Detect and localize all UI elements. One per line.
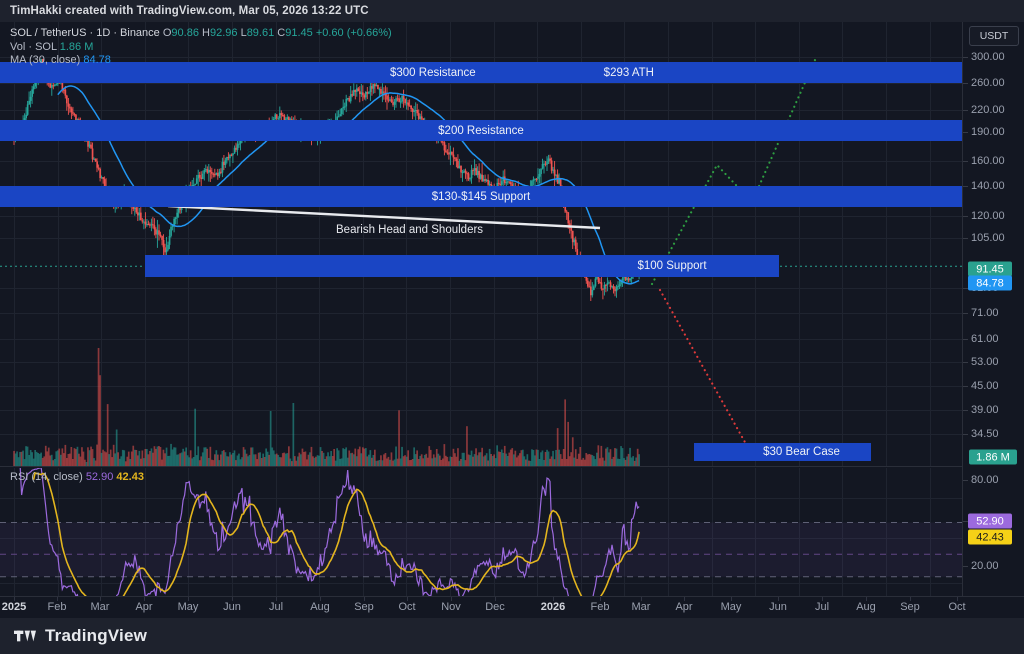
rsi-ma-line xyxy=(32,472,640,596)
chart-canvas[interactable]: $300 Resistance $293 ATH $200 Resistance… xyxy=(0,22,1024,596)
time-tick: Jul xyxy=(814,601,830,613)
legend-symbol: SOL / TetherUS · 1D · Binance xyxy=(10,27,160,39)
time-tick: Sep xyxy=(354,601,374,613)
legend-change: +0.60 (+0.66%) xyxy=(315,27,392,39)
legend-h-label: H xyxy=(202,27,210,39)
time-tick: Aug xyxy=(856,601,876,613)
time-tick: 2025 xyxy=(1,601,27,613)
tradingview-logo[interactable]: TradingView xyxy=(14,626,147,646)
time-tick: Mar xyxy=(631,601,651,613)
rsi-line xyxy=(19,468,640,596)
time-tick: May xyxy=(720,601,742,613)
time-tick: Apr xyxy=(675,601,693,613)
watermark-text: TimHakki created with TradingView.com, M… xyxy=(10,5,369,17)
watermark-bar: TimHakki created with TradingView.com, M… xyxy=(0,0,1024,22)
zone-30-bear-case: $30 Bear Case xyxy=(694,443,871,461)
zone-300-resistance: $300 Resistance $293 ATH xyxy=(0,62,962,83)
currency-unit-button[interactable]: USDT xyxy=(969,26,1019,46)
price-tick: 260.00 xyxy=(971,77,1005,89)
rsi-legend-value: 52.90 xyxy=(85,471,114,483)
rsi-tick: 20.00 xyxy=(971,560,999,572)
volume-legend-label: Vol · SOL xyxy=(10,40,57,53)
price-tick: 45.00 xyxy=(971,380,999,392)
price-badge-volume[interactable]: 1.86 M xyxy=(969,449,1017,465)
volume-legend-value: 1.86 M xyxy=(59,40,94,53)
price-tick: 34.50 xyxy=(971,428,999,440)
head-shoulders-label: Bearish Head and Shoulders xyxy=(336,224,484,236)
price-pane[interactable]: $300 Resistance $293 ATH $200 Resistance… xyxy=(0,22,962,466)
time-tick: 2026 xyxy=(540,601,566,613)
legend-o: 90.86 xyxy=(171,27,199,39)
price-badge-rsi-ma[interactable]: 42.43 xyxy=(968,529,1012,545)
neckline xyxy=(167,204,601,230)
rsi-band xyxy=(0,522,962,577)
time-tick: Aug xyxy=(310,601,330,613)
symbol-legend[interactable]: SOL / TetherUS · 1D · Binance O90.86 H92… xyxy=(10,27,392,41)
price-tick: 61.00 xyxy=(971,333,999,345)
price-badge-last-price[interactable]: 91.45 xyxy=(968,261,1012,277)
time-axis[interactable]: 2025 Feb Mar Apr May Jun Jul Aug Sep Oct Nov Dec 202… xyxy=(0,596,1024,619)
time-tick: Oct xyxy=(948,601,966,613)
footer: TradingView xyxy=(0,618,1024,654)
time-tick: Jun xyxy=(769,601,787,613)
time-tick: May xyxy=(177,601,199,613)
pane-divider xyxy=(0,466,962,467)
rsi-series-layer xyxy=(0,468,962,596)
zone-200-label: $200 Resistance xyxy=(438,124,524,137)
rsi-pane[interactable]: RSI (14, close) 52.90 42.43 xyxy=(0,468,962,596)
time-tick: Oct xyxy=(398,601,416,613)
rsi-legend-label: RSI (14, close) xyxy=(10,471,83,483)
time-tick: Feb xyxy=(590,601,610,613)
ma-legend-label: MA (30, close) xyxy=(10,54,81,66)
ma-legend-value: 84.78 xyxy=(83,54,111,66)
price-tick: 220.00 xyxy=(971,104,1005,116)
price-tick: 140.00 xyxy=(971,180,1005,192)
time-tick: Dec xyxy=(485,601,505,613)
time-tick: Jun xyxy=(223,601,241,613)
legend-h: 92.96 xyxy=(209,27,238,39)
price-tick: 190.00 xyxy=(971,126,1005,138)
legend-o-label: O xyxy=(162,27,172,39)
legend-c: 91.45 xyxy=(285,27,313,39)
bear-case-label: $30 Bear Case xyxy=(763,446,840,458)
time-tick: Feb xyxy=(47,601,67,613)
time-tick: Mar xyxy=(90,601,110,613)
price-badge-ma-value[interactable]: 84.78 xyxy=(968,275,1012,291)
rsi-ma-legend-value: 42.43 xyxy=(116,471,144,483)
zone-200-resistance: $200 Resistance xyxy=(0,120,962,141)
time-tick: Apr xyxy=(135,601,153,613)
price-tick: 120.00 xyxy=(971,210,1005,222)
zone-130-145-support: $130-$145 Support xyxy=(0,186,962,207)
zone-100-support: $100 Support xyxy=(145,255,779,277)
tradingview-mark-icon xyxy=(14,630,36,642)
time-tick: Nov xyxy=(441,601,461,613)
price-tick: 160.00 xyxy=(971,155,1005,167)
volume-legend[interactable]: Vol · SOL 1.86 M xyxy=(10,41,93,55)
legend-c-label: C xyxy=(277,27,286,39)
ma-legend[interactable]: MA (30, close) 84.78 xyxy=(10,54,111,68)
rsi-tick: 80.00 xyxy=(971,474,999,486)
zone-130-145-label: $130-$145 Support xyxy=(431,190,531,203)
price-tick: 39.00 xyxy=(971,404,999,416)
time-tick: Jul xyxy=(268,601,284,613)
legend-l: 89.61 xyxy=(246,27,275,39)
zone-100-label: $100 Support xyxy=(637,260,707,272)
bull-case-forecast xyxy=(650,58,817,286)
price-tick: 71.00 xyxy=(971,307,999,319)
time-tick: Sep xyxy=(900,601,920,613)
price-badge-rsi-value[interactable]: 52.90 xyxy=(968,513,1012,529)
price-tick: 105.00 xyxy=(971,232,1005,244)
price-series-layer xyxy=(0,58,962,466)
bear-case-forecast xyxy=(658,288,758,464)
legend-l-label: L xyxy=(240,27,247,39)
tradingview-brand: TradingView xyxy=(45,626,148,645)
volume-series xyxy=(13,348,640,466)
price-tick: 53.00 xyxy=(971,356,999,368)
price-tick: 300.00 xyxy=(971,51,1005,63)
price-axis[interactable]: USDT 300.00 260.00 220.00 190.00 160.00 140.0… xyxy=(962,22,1024,596)
zone-300-label: $300 Resistance xyxy=(390,66,476,79)
ath-label: $293 ATH xyxy=(603,66,654,79)
rsi-legend[interactable]: RSI (14, close) 52.90 42.43 xyxy=(10,471,144,485)
